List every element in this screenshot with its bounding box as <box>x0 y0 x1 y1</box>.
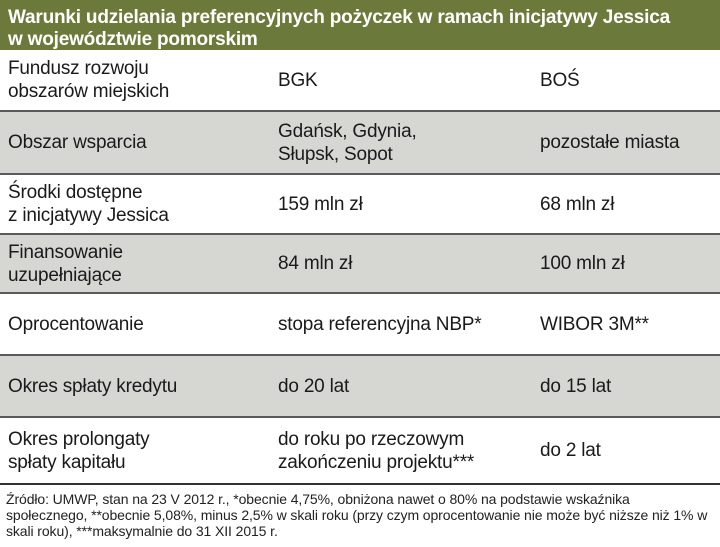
source-footnote: Źródło: UMWP, stan na 23 V 2012 r., *obe… <box>6 491 708 539</box>
table-row: Obszar wsparcia Gdańsk, Gdynia, Słupsk, … <box>0 111 720 175</box>
cell-bgk: Gdańsk, Gdynia, Słupsk, Sopot <box>270 111 532 175</box>
row-label: Okres spłaty kredytu <box>0 355 270 418</box>
table-row: Finansowanie uzupełniające 84 mln zł 100… <box>0 234 720 294</box>
cell-bos: pozostałe miasta <box>532 111 720 175</box>
cell-bgk: BGK <box>270 50 532 112</box>
table-title: Warunki udzielania preferencyjnych pożyc… <box>0 0 720 50</box>
cell-bos: do 2 lat <box>532 417 720 485</box>
cell-bos: BOŚ <box>532 50 720 112</box>
row-label: Środki dostępne z inicjatywy Jessica <box>0 174 270 235</box>
cell-bos: WIBOR 3M** <box>532 293 720 356</box>
table-row: Okres prolongaty spłaty kapitału do roku… <box>0 417 720 485</box>
loan-conditions-table: Fundusz rozwoju obszarów miejskich BGK B… <box>0 50 720 485</box>
table-row: Oprocentowanie stopa referencyjna NBP* W… <box>0 293 720 356</box>
row-label: Obszar wsparcia <box>0 111 270 175</box>
row-label: Finansowanie uzupełniające <box>0 234 270 294</box>
cell-bgk: 84 mln zł <box>270 234 532 294</box>
table-title-line-1: Warunki udzielania preferencyjnych pożyc… <box>8 7 670 28</box>
cell-bgk: do 20 lat <box>270 355 532 418</box>
table-row: Środki dostępne z inicjatywy Jessica 159… <box>0 174 720 235</box>
cell-bos: do 15 lat <box>532 355 720 418</box>
row-label: Fundusz rozwoju obszarów miejskich <box>0 50 270 112</box>
cell-bgk: stopa referencyjna NBP* <box>270 293 532 356</box>
table-row: Fundusz rozwoju obszarów miejskich BGK B… <box>0 50 720 112</box>
table-title-line-2: w województwie pomorskim <box>8 29 258 50</box>
table-row: Okres spłaty kredytu do 20 lat do 15 lat <box>0 355 720 418</box>
row-label: Oprocentowanie <box>0 293 270 356</box>
row-label: Okres prolongaty spłaty kapitału <box>0 417 270 485</box>
cell-bos: 68 mln zł <box>532 174 720 235</box>
cell-bos: 100 mln zł <box>532 234 720 294</box>
cell-bgk: do roku po rzeczowym zakończeniu projekt… <box>270 417 532 485</box>
cell-bgk: 159 mln zł <box>270 174 532 235</box>
